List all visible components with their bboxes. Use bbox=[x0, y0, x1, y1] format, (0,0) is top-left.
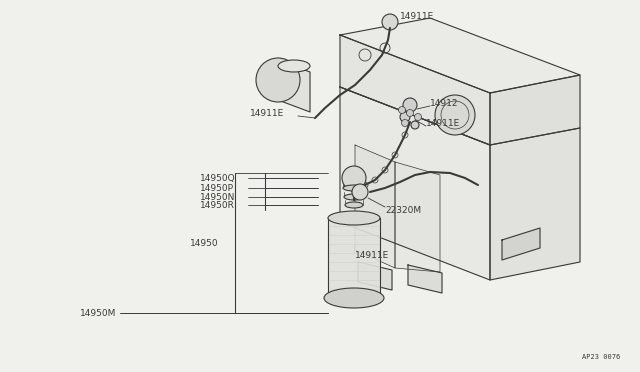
Polygon shape bbox=[340, 87, 490, 280]
Circle shape bbox=[401, 119, 408, 126]
Ellipse shape bbox=[343, 185, 365, 191]
Text: 14950N: 14950N bbox=[200, 192, 236, 202]
Circle shape bbox=[400, 112, 410, 122]
Text: 14950: 14950 bbox=[190, 238, 219, 247]
Circle shape bbox=[415, 113, 422, 121]
Polygon shape bbox=[355, 145, 395, 268]
Circle shape bbox=[399, 106, 406, 113]
Polygon shape bbox=[502, 228, 540, 260]
Text: 22320M: 22320M bbox=[385, 205, 421, 215]
Text: 14911E: 14911E bbox=[426, 119, 460, 128]
Text: 14912: 14912 bbox=[430, 99, 458, 108]
Polygon shape bbox=[490, 128, 580, 280]
Circle shape bbox=[382, 14, 398, 30]
Circle shape bbox=[435, 95, 475, 135]
Polygon shape bbox=[490, 75, 580, 145]
Polygon shape bbox=[358, 262, 392, 290]
Polygon shape bbox=[278, 60, 310, 112]
Polygon shape bbox=[408, 265, 442, 293]
Circle shape bbox=[411, 121, 419, 129]
Text: AP23 0076: AP23 0076 bbox=[582, 354, 620, 360]
Text: 14911E: 14911E bbox=[355, 250, 389, 260]
Text: 14950P: 14950P bbox=[200, 183, 234, 192]
Polygon shape bbox=[328, 218, 380, 298]
Circle shape bbox=[342, 166, 366, 190]
Circle shape bbox=[403, 98, 417, 112]
Ellipse shape bbox=[328, 211, 380, 225]
Text: 14911E: 14911E bbox=[400, 12, 435, 20]
Polygon shape bbox=[340, 18, 580, 93]
Polygon shape bbox=[395, 162, 440, 272]
Text: 14950R: 14950R bbox=[200, 201, 235, 209]
Ellipse shape bbox=[344, 194, 364, 200]
Circle shape bbox=[406, 109, 413, 116]
Circle shape bbox=[352, 184, 368, 200]
Text: 14950M: 14950M bbox=[80, 308, 116, 317]
Text: 14950Q: 14950Q bbox=[200, 173, 236, 183]
Ellipse shape bbox=[345, 202, 363, 208]
Ellipse shape bbox=[324, 288, 384, 308]
Text: 14911E: 14911E bbox=[250, 109, 284, 118]
Ellipse shape bbox=[278, 60, 310, 72]
Circle shape bbox=[256, 58, 300, 102]
Polygon shape bbox=[340, 35, 490, 145]
